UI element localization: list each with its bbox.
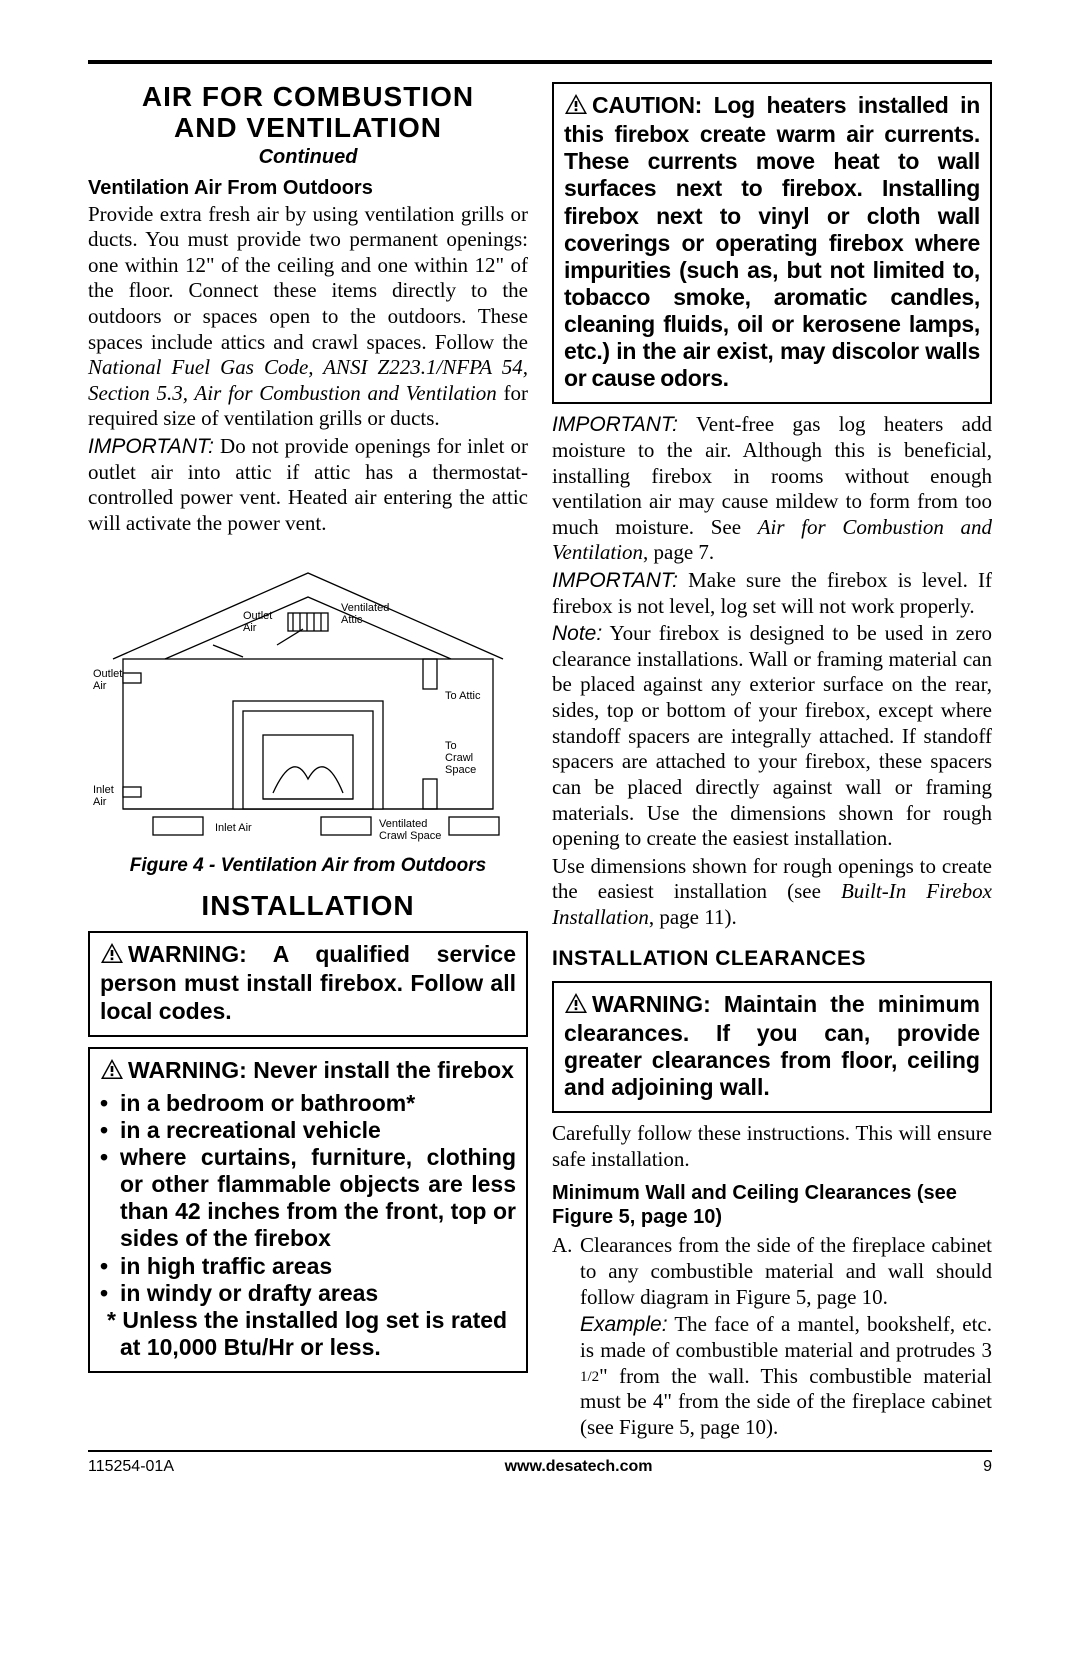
caution-span: CAUTION: Log heaters installed in this f… [564, 92, 980, 391]
ventilation-subhead: Ventilation Air From Outdoors [88, 177, 528, 200]
important-2: IMPORTANT: Make sure the firebox is leve… [552, 568, 992, 619]
important-lead: IMPORTANT: [88, 435, 214, 458]
clearance-list: A. Clearances from the side of the firepl… [552, 1233, 992, 1310]
note-text: Your firebox is designed to be used in z… [552, 621, 992, 850]
page-footer: 115254-01A www.desatech.com 9 [88, 1458, 992, 1476]
note-lead: Note: [552, 622, 602, 645]
footer-doc-number: 115254-01A [88, 1458, 174, 1476]
label-to-attic: To Attic [445, 690, 481, 702]
example-b: " from the wall. This combustible materi… [580, 1364, 992, 1439]
warning-clearances-box: WARNING: Maintain the minimum clearances… [552, 981, 992, 1114]
para1-ital: National Fuel Gas Code, ANSI Z223.1/NFPA… [88, 355, 528, 405]
bullet-item: in a bedroom or bathroom* [100, 1090, 516, 1117]
right-column: CAUTION: Log heaters installed in this f… [552, 82, 992, 1440]
warning-icon [564, 992, 588, 1020]
caution-box: CAUTION: Log heaters installed in this f… [552, 82, 992, 404]
ventilation-para: Provide extra fresh air by using ventila… [88, 202, 528, 432]
example-block: Example: The face of a mantel, bookshelf… [552, 1312, 992, 1440]
warn2-lead-span: WARNING: Never install the firebox [128, 1057, 514, 1083]
two-column-layout: AIR FOR COMBUSTION AND VENTILATION Conti… [88, 82, 992, 1440]
label-inlet-air-bottom: Inlet Air [215, 822, 252, 834]
use-dimensions-para: Use dimensions shown for rough openings … [552, 854, 992, 931]
use-b: , page 11). [649, 905, 737, 929]
warn1-span: WARNING: A qualified service person must… [100, 941, 516, 1023]
figure-4-caption: Figure 4 - Ventilation Air from Outdoors [88, 855, 528, 877]
example-lead: Example: [580, 1313, 668, 1336]
section-title: AIR FOR COMBUSTION AND VENTILATION [88, 82, 528, 144]
top-rule [88, 60, 992, 64]
imp2-lead: IMPORTANT: [552, 569, 678, 592]
bullet-item: in windy or drafty areas [100, 1280, 516, 1307]
para1-a: Provide extra fresh air by using ventila… [88, 202, 528, 354]
warning-icon [564, 93, 588, 121]
footer-page-number: 9 [983, 1458, 992, 1476]
important-para: IMPORTANT: Do not provide openings for i… [88, 434, 528, 536]
example-frac: 1/2 [580, 1369, 599, 1385]
figure-4-diagram: OutletAir VentilatedAttic OutletAir To A… [93, 549, 523, 849]
title-line2: AND VENTILATION [174, 112, 442, 143]
continued-label: Continued [88, 146, 528, 169]
caution-text: CAUTION: Log heaters installed in this f… [564, 92, 980, 392]
warning-icon [100, 942, 124, 970]
min-clearances-head: Minimum Wall and Ceiling Clearances (see… [552, 1182, 992, 1229]
warning-1-text: WARNING: A qualified service person must… [100, 941, 516, 1024]
label-outlet-air-left: OutletAir [93, 668, 122, 692]
imp1-lead: IMPORTANT: [552, 413, 678, 436]
bullet-item: in high traffic areas [100, 1253, 516, 1280]
warning-box-1: WARNING: A qualified service person must… [88, 931, 528, 1036]
important-1: IMPORTANT: Vent-free gas log heaters add… [552, 412, 992, 566]
title-line1: AIR FOR COMBUSTION [142, 81, 474, 112]
installation-clearances-head: INSTALLATION CLEARANCES [552, 947, 992, 971]
label-inlet-air-left: InletAir [93, 784, 114, 808]
bottom-rule [88, 1450, 992, 1452]
warning-2-footnote: * Unless the installed log set is rated … [100, 1307, 516, 1361]
warning-icon [100, 1058, 124, 1086]
list-marker: A. [552, 1233, 572, 1259]
footer-url: www.desatech.com [505, 1458, 653, 1476]
li-a-text: Clearances from the side of the fireplac… [580, 1233, 992, 1308]
bullet-item: in a recreational vehicle [100, 1117, 516, 1144]
label-ventilated-crawl: VentilatedCrawl Space [379, 818, 441, 842]
warning-clearances-text: WARNING: Maintain the minimum clearances… [564, 991, 980, 1102]
imp1-b: , page 7. [643, 540, 714, 564]
bullet-item: where curtains, furniture, clothing or o… [100, 1144, 516, 1253]
label-to-crawl: ToCrawlSpace [445, 740, 476, 776]
clearance-item-a: A. Clearances from the side of the firepl… [552, 1233, 992, 1310]
warn-clear-span: WARNING: Maintain the minimum clearances… [564, 991, 980, 1100]
warning-2-bullets: in a bedroom or bathroom* in a recreatio… [100, 1090, 516, 1307]
warning-2-lead: WARNING: Never install the firebox [100, 1057, 516, 1086]
note-para: Note: Your firebox is designed to be use… [552, 621, 992, 851]
installation-title: INSTALLATION [88, 891, 528, 922]
left-column: AIR FOR COMBUSTION AND VENTILATION Conti… [88, 82, 528, 1440]
warning-box-2: WARNING: Never install the firebox in a … [88, 1047, 528, 1373]
careful-para: Carefully follow these instructions. Thi… [552, 1121, 992, 1172]
label-outlet-air-top: OutletAir [243, 610, 272, 634]
